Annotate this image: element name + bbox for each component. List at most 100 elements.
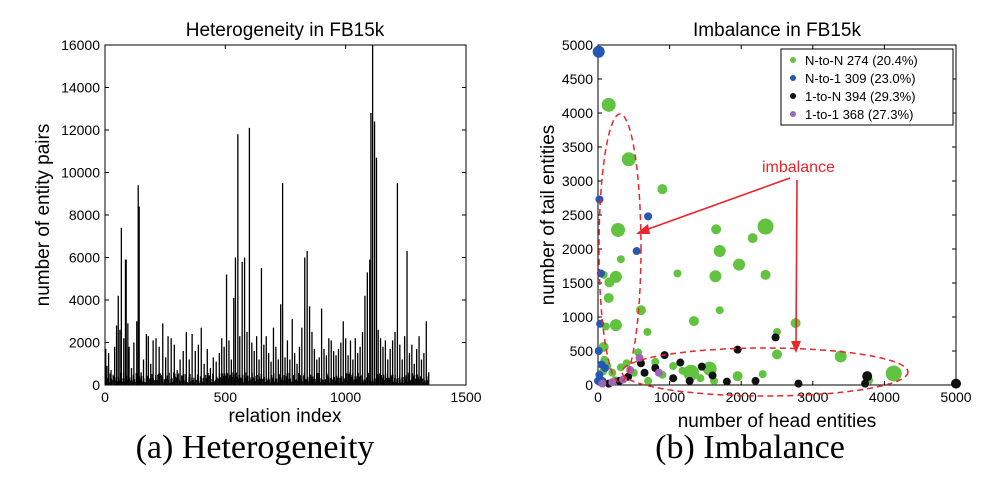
legend-marker-n-to-1 <box>790 75 796 81</box>
scatter-point <box>616 255 625 264</box>
y-tick-label: 3500 <box>562 139 593 155</box>
scatter-point <box>594 347 603 355</box>
scatter-point <box>758 370 767 379</box>
scatter-point <box>595 195 604 204</box>
scatter-point <box>771 333 780 342</box>
heterogeneity-bars <box>104 45 430 385</box>
legend-entry-n-to-n: N-to-N 274 (20.4%) <box>805 53 918 68</box>
legend-marker-1-to-1 <box>790 111 796 117</box>
scatter-point <box>657 184 668 195</box>
annotation-arrow-left <box>639 177 791 233</box>
imbalance-caption: (b) Imbalance <box>655 429 845 466</box>
annotation-arrow-down <box>795 179 798 346</box>
y-tick-label: 6000 <box>69 250 100 266</box>
scatter-point <box>709 270 722 283</box>
scatter-point <box>697 362 706 371</box>
x-tick-label: 0 <box>101 389 109 405</box>
imbalance-panel: 0 1000 2000 3000 4000 5000 0 500 1000 1500 2000 250… <box>538 20 972 466</box>
scatter-point <box>608 378 617 387</box>
scatter-point <box>951 378 961 389</box>
scatter-point <box>733 345 742 354</box>
scatter-point <box>751 376 760 385</box>
scatter-point <box>732 371 743 382</box>
scatter-point <box>635 353 644 362</box>
scatter-point <box>644 212 653 221</box>
y-tick-label: 16000 <box>61 37 100 53</box>
legend-entry-1-to-n: 1-to-N 394 (29.3%) <box>805 89 916 104</box>
scatter-point <box>715 306 724 315</box>
annotation-arrow-left-head <box>636 224 650 234</box>
imbalance-chart-title: Imbalance in FB15k <box>693 20 861 41</box>
y-tick-label: 3000 <box>562 173 593 189</box>
heterogeneity-y-axis-label: number of entity pairs <box>33 124 54 307</box>
scatter-point <box>676 358 685 367</box>
annotation-arrow-down-head <box>791 341 801 353</box>
scatter-point <box>601 364 610 372</box>
legend-marker-1-to-n <box>790 93 796 99</box>
scatter-point <box>794 379 803 388</box>
scatter-point <box>688 316 699 327</box>
scatter-point <box>601 97 616 112</box>
horizontal-imbalance-ellipse <box>621 347 909 397</box>
y-tick-label: 4000 <box>69 292 100 308</box>
vertical-imbalance-ellipse <box>598 113 642 383</box>
y-tick-label: 2000 <box>69 335 100 351</box>
legend: N-to-N 274 (20.4%) N-to-1 309 (23.0%) 1-… <box>780 48 954 126</box>
scatter-point <box>683 364 700 381</box>
scatter-point <box>595 370 604 379</box>
scatter-point <box>609 270 622 283</box>
y-tick-label: 0 <box>92 377 100 393</box>
scatter-point <box>885 365 902 382</box>
y-tick-label: 0 <box>585 377 593 393</box>
scatter-point <box>861 379 870 388</box>
x-tick-label: 1000 <box>330 389 361 405</box>
scatter-point <box>747 233 758 244</box>
scatter-point <box>711 224 722 235</box>
y-tick-label: 10000 <box>61 165 100 181</box>
y-tick-label: 5000 <box>562 37 593 53</box>
legend-marker-n-to-n <box>790 57 796 63</box>
scatter-point <box>644 376 653 385</box>
scatter-point <box>611 222 626 237</box>
imbalance-y-axis-label: number of tail entities <box>538 125 559 306</box>
legend-box <box>780 48 954 126</box>
scatter-point <box>598 379 607 388</box>
scatter-point <box>592 45 605 58</box>
scatter-point <box>862 371 873 382</box>
y-tick-label: 1000 <box>562 309 593 325</box>
scatter-point <box>609 319 622 332</box>
x-tick-label: 500 <box>214 389 238 405</box>
scatter-point <box>722 377 731 386</box>
scatter-point <box>635 305 646 316</box>
scatter-point <box>669 361 678 370</box>
imbalance-points <box>592 45 961 389</box>
x-tick-label: 4000 <box>869 389 900 405</box>
scatter-point <box>643 327 652 336</box>
scatter-point <box>669 374 678 383</box>
x-tick-label: 0 <box>594 389 602 405</box>
scatter-point <box>685 376 694 385</box>
legend-entry-1-to-1: 1-to-1 368 (27.3%) <box>805 107 913 122</box>
heterogeneity-x-axis-label: relation index <box>228 406 342 427</box>
scatter-point <box>696 374 705 383</box>
y-tick-label: 4000 <box>562 105 593 121</box>
y-tick-label: 1500 <box>562 275 593 291</box>
scatter-point <box>640 368 649 377</box>
y-tick-label: 12000 <box>61 122 100 138</box>
x-tick-label: 2000 <box>726 389 757 405</box>
scatter-point <box>834 350 847 363</box>
scatter-point <box>622 359 631 368</box>
scatter-point <box>621 152 636 167</box>
y-tick-label: 4500 <box>562 71 593 87</box>
heterogeneity-plot-area <box>104 44 467 386</box>
y-tick-label: 8000 <box>69 207 100 223</box>
scatter-point <box>678 366 687 375</box>
scatter-point <box>757 218 774 235</box>
scatter-point <box>596 269 605 278</box>
heterogeneity-caption: (a) Heterogeneity <box>136 429 375 466</box>
x-tick-label: 1500 <box>450 389 481 405</box>
y-tick-label: 500 <box>570 343 594 359</box>
x-tick-label: 5000 <box>940 389 971 405</box>
scatter-point <box>772 349 782 360</box>
scatter-point <box>760 269 771 280</box>
